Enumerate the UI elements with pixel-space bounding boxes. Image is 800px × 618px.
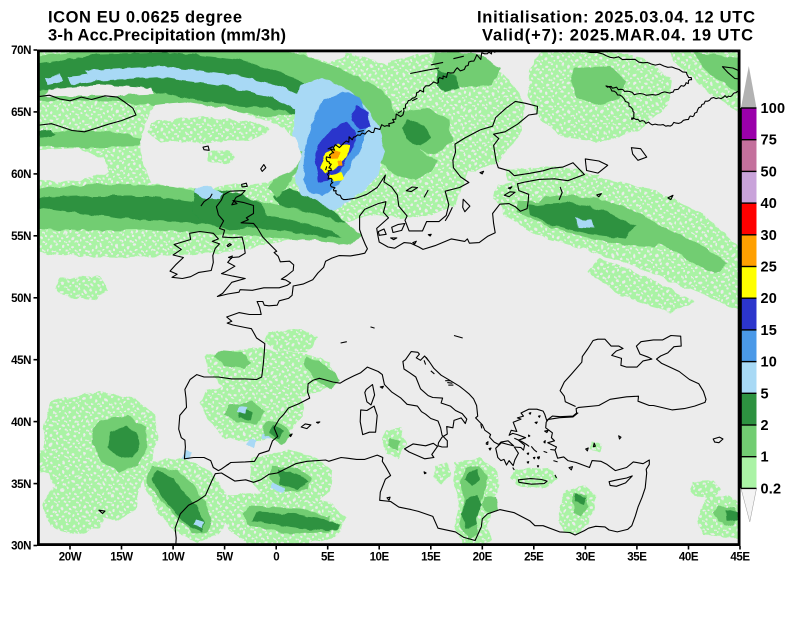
svg-text:0.2: 0.2 bbox=[761, 481, 782, 497]
svg-text:100: 100 bbox=[761, 101, 786, 117]
svg-text:45N: 45N bbox=[11, 355, 31, 367]
svg-text:10: 10 bbox=[761, 355, 778, 371]
svg-text:55N: 55N bbox=[11, 231, 31, 243]
svg-text:30N: 30N bbox=[11, 541, 31, 553]
svg-text:3-h Acc.Precipitation (mm/3h): 3-h Acc.Precipitation (mm/3h) bbox=[48, 27, 286, 45]
svg-text:40E: 40E bbox=[679, 552, 699, 564]
svg-text:Valid(+7): 2025.MAR.04. 19 UTC: Valid(+7): 2025.MAR.04. 19 UTC bbox=[482, 27, 753, 45]
svg-text:75: 75 bbox=[761, 133, 778, 149]
svg-text:35E: 35E bbox=[627, 552, 647, 564]
svg-text:10E: 10E bbox=[370, 552, 390, 564]
svg-text:45E: 45E bbox=[730, 552, 750, 564]
svg-text:0: 0 bbox=[273, 552, 279, 564]
svg-text:1: 1 bbox=[761, 450, 769, 466]
svg-text:25E: 25E bbox=[524, 552, 544, 564]
svg-text:65N: 65N bbox=[11, 107, 31, 119]
svg-text:40: 40 bbox=[761, 196, 778, 212]
svg-text:ICON EU 0.0625 degree: ICON EU 0.0625 degree bbox=[48, 9, 242, 27]
svg-text:20W: 20W bbox=[59, 552, 82, 564]
svg-text:25: 25 bbox=[761, 260, 778, 276]
svg-text:40N: 40N bbox=[11, 417, 31, 429]
svg-text:35N: 35N bbox=[11, 479, 31, 491]
svg-text:15W: 15W bbox=[110, 552, 133, 564]
svg-text:50: 50 bbox=[761, 164, 778, 180]
svg-text:20: 20 bbox=[761, 291, 778, 307]
svg-text:5E: 5E bbox=[321, 552, 335, 564]
svg-text:15E: 15E bbox=[421, 552, 441, 564]
svg-text:70N: 70N bbox=[11, 45, 31, 57]
svg-text:60N: 60N bbox=[11, 169, 31, 181]
svg-text:Initialisation: 2025.03.04. 12: Initialisation: 2025.03.04. 12 UTC bbox=[477, 9, 755, 27]
svg-text:5: 5 bbox=[761, 386, 769, 402]
svg-text:50N: 50N bbox=[11, 293, 31, 305]
svg-text:2: 2 bbox=[761, 418, 769, 434]
svg-text:5W: 5W bbox=[216, 552, 233, 564]
svg-text:30E: 30E bbox=[576, 552, 596, 564]
svg-text:15: 15 bbox=[761, 323, 778, 339]
svg-text:20E: 20E bbox=[473, 552, 493, 564]
svg-text:10W: 10W bbox=[162, 552, 185, 564]
svg-text:30: 30 bbox=[761, 228, 778, 244]
